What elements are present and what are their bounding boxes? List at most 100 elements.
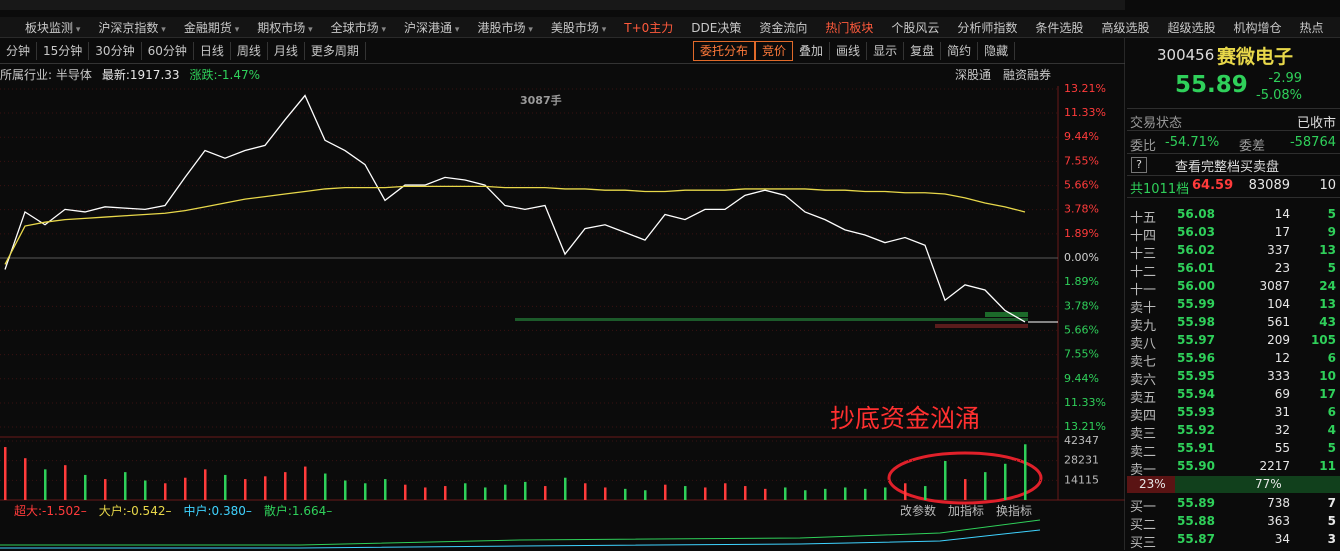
- menu-item[interactable]: 热点: [1299, 20, 1324, 35]
- full-book-link[interactable]: 查看完整档买卖盘: [1175, 160, 1280, 175]
- menu-item[interactable]: 港股市场: [468, 19, 541, 36]
- volume-bar: [804, 490, 807, 500]
- volume-bar: [1024, 444, 1027, 500]
- book-count: 6: [1327, 405, 1336, 419]
- book-volume: 2217: [1259, 459, 1290, 473]
- menu-item[interactable]: 金融期货: [175, 19, 248, 36]
- period-button[interactable]: 分钟: [0, 42, 38, 60]
- industry: 所属行业: 半导体: [0, 67, 92, 82]
- book-row: 卖五 55.94 69 17: [1127, 386, 1340, 406]
- stock-price: 55.89: [1175, 72, 1248, 98]
- volume-bar: [44, 469, 47, 500]
- menu-item[interactable]: 美股市场: [542, 19, 615, 36]
- book-volume: 3087: [1259, 279, 1290, 293]
- volume-bar: [564, 477, 567, 500]
- tool-button[interactable]: 叠加: [793, 42, 831, 60]
- book-row: 卖四 55.93 31 6: [1127, 404, 1340, 424]
- menu-item[interactable]: 板块监测: [16, 19, 89, 36]
- indicator-label: 中户:0.380: [183, 502, 251, 518]
- tool-button[interactable]: 画线: [830, 42, 868, 60]
- period-button[interactable]: 30分钟: [89, 42, 142, 60]
- menu-item[interactable]: 热门板块: [825, 20, 874, 35]
- book-volume: 69: [1274, 387, 1290, 401]
- book-row: 卖八 55.97 209 105: [1127, 332, 1340, 352]
- menu-item[interactable]: 沪深京指数: [89, 19, 174, 36]
- y-tick-label: 13.21%: [1064, 420, 1106, 433]
- stock-name: 赛微电子: [1217, 46, 1294, 68]
- menu-bar: 板块监测沪深京指数金融期货期权市场全球市场沪深港通港股市场美股市场 T+0主力 DD…: [0, 17, 1340, 38]
- book-price: 55.94: [1177, 387, 1215, 401]
- tool-button[interactable]: 竞价: [755, 41, 794, 61]
- book-row: 十五 56.08 14 5: [1127, 206, 1340, 226]
- indicator-label: 超大:-1.502: [14, 502, 87, 518]
- diff: -58764: [1289, 135, 1336, 150]
- volume-bar: [604, 487, 607, 500]
- menu-item[interactable]: 分析师指数: [957, 20, 1018, 35]
- book-row: 卖九 55.98 561 43: [1127, 314, 1340, 334]
- period-button[interactable]: 周线: [231, 42, 268, 60]
- indicator-line: [0, 519, 1041, 546]
- y-tick-label: 9.44%: [1064, 130, 1099, 143]
- menu-item[interactable]: 条件选股: [1035, 20, 1084, 35]
- indicator-button[interactable]: 改参数: [900, 504, 937, 518]
- menu-item[interactable]: 机构增仓: [1233, 20, 1282, 35]
- volume-bar: [744, 486, 747, 500]
- book-row: 十三 56.02 337 13: [1127, 242, 1340, 262]
- book-price: 55.93: [1177, 405, 1215, 419]
- volume-bar: [484, 487, 487, 500]
- y-tick-label: 28231: [1064, 454, 1099, 467]
- book-volume: 209: [1267, 333, 1290, 347]
- book-volume: 561: [1267, 315, 1290, 329]
- tool-button[interactable]: 复盘: [904, 42, 942, 60]
- book-count: 11: [1319, 459, 1336, 473]
- book-row: 卖二 55.91 55 5: [1127, 440, 1340, 460]
- indicator-button[interactable]: 加指标: [948, 504, 985, 518]
- split-bar-green: [1175, 476, 1340, 493]
- book-volume: 104: [1267, 297, 1290, 311]
- book-count: 9: [1327, 225, 1336, 239]
- help-button[interactable]: ?: [1131, 157, 1147, 173]
- menu-item[interactable]: 期权市场: [248, 19, 321, 36]
- book-count: 6: [1327, 351, 1336, 365]
- period-button[interactable]: 更多周期: [305, 42, 366, 60]
- menu-item[interactable]: 资金流向: [759, 20, 808, 35]
- info-links: 深股通 融资融券: [955, 66, 1051, 83]
- period-button[interactable]: 15分钟: [37, 42, 90, 60]
- info-link[interactable]: 融资融券: [1003, 68, 1052, 82]
- tool-button[interactable]: 简约: [941, 42, 979, 60]
- menu-item[interactable]: 高级选股: [1101, 20, 1150, 35]
- tool-button[interactable]: 隐藏: [978, 42, 1016, 60]
- book-price: 56.03: [1177, 225, 1215, 239]
- info-link[interactable]: 深股通: [955, 68, 992, 82]
- indicator-button[interactable]: 换指标: [996, 504, 1033, 518]
- volume-bar: [144, 480, 147, 500]
- menu-item[interactable]: 沪深港通: [395, 19, 468, 36]
- divider: [0, 63, 1125, 64]
- menu-item[interactable]: 个股风云: [891, 20, 940, 35]
- menu-item[interactable]: DDE决策: [691, 20, 742, 35]
- book-level: 卖三: [1130, 427, 1157, 442]
- book-total-price: 64.59: [1192, 178, 1234, 193]
- split-bar-red: [1127, 476, 1175, 493]
- volume-bar: [1004, 463, 1007, 500]
- volume-bar: [164, 483, 167, 500]
- y-tick-label: 42347: [1064, 434, 1099, 447]
- menu-item[interactable]: T+0主力: [624, 20, 674, 35]
- tool-button[interactable]: 显示: [867, 42, 905, 60]
- info-bar: 所属行业: 半导体 最新:1917.33 涨跌:-1.47%: [0, 66, 1060, 82]
- period-button[interactable]: 60分钟: [142, 42, 194, 60]
- volume-bar: [284, 472, 287, 500]
- tool-button[interactable]: 委托分布: [693, 41, 756, 61]
- menu-item[interactable]: 全球市场: [322, 19, 395, 36]
- menu-item[interactable]: 超级选股: [1167, 20, 1216, 35]
- book-price: 55.89: [1177, 496, 1215, 510]
- book-level: 买一: [1130, 500, 1157, 515]
- book-volume: 34: [1274, 532, 1290, 546]
- book-price: 56.01: [1177, 261, 1215, 275]
- indicator-label: 散户:1.664: [264, 502, 332, 518]
- period-button[interactable]: 日线: [194, 42, 231, 60]
- book-volume: 55: [1274, 441, 1290, 455]
- period-button[interactable]: 月线: [268, 42, 305, 60]
- volume-bar: [584, 483, 587, 500]
